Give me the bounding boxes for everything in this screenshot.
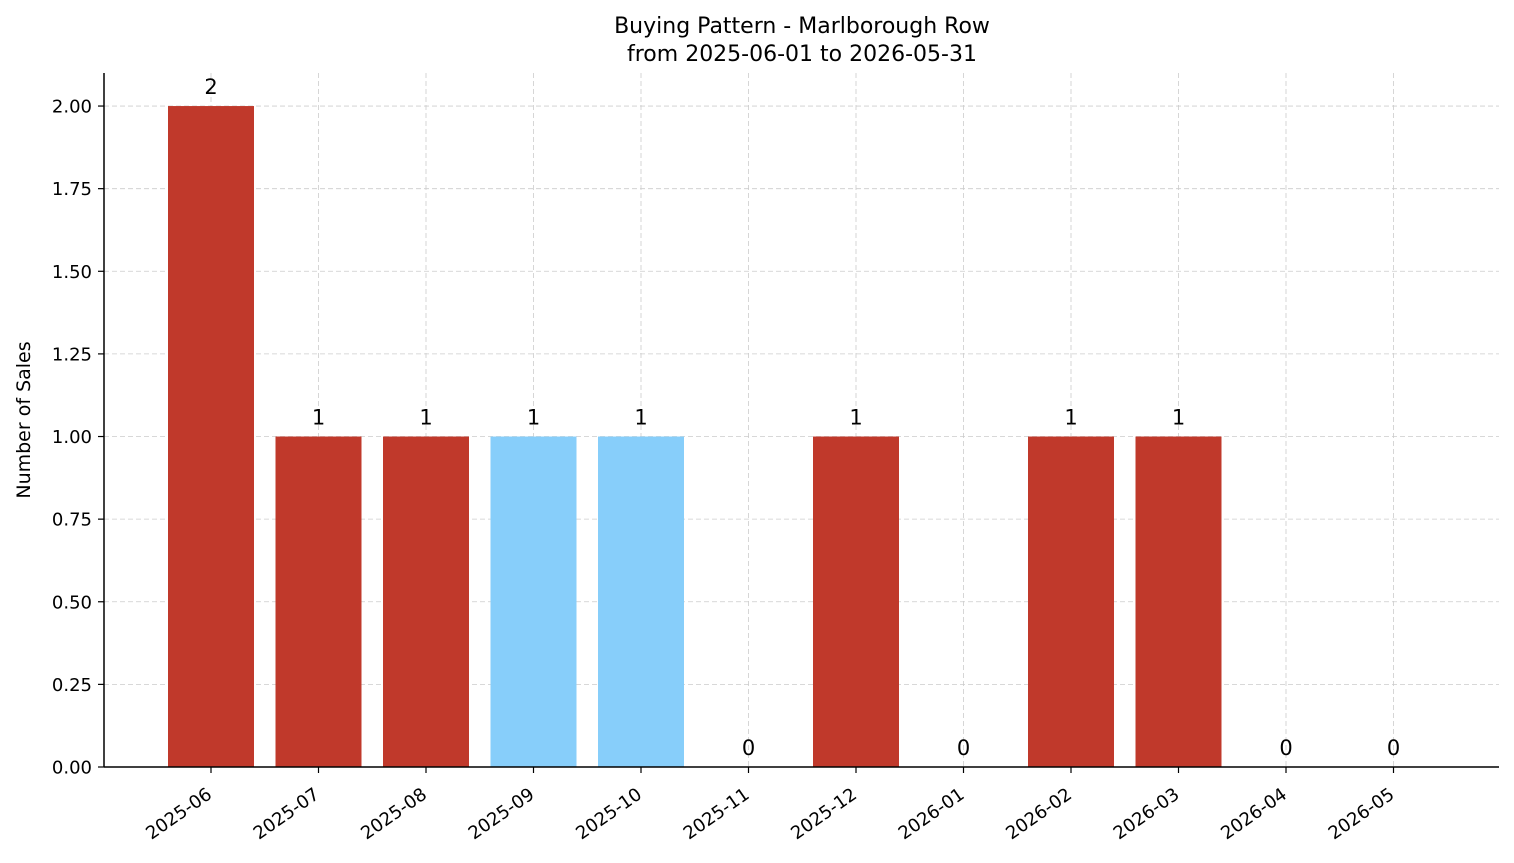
bar-2025-09 bbox=[490, 436, 577, 767]
y-tick-label: 0.75 bbox=[52, 510, 92, 531]
y-tick-label: 1.75 bbox=[52, 179, 92, 200]
x-tick-label: 2025-08 bbox=[357, 784, 431, 844]
data-label-2025-07: 1 bbox=[312, 406, 325, 430]
chart-title: Buying Pattern - Marlborough Row bbox=[614, 14, 990, 39]
bar-2026-03 bbox=[1135, 436, 1222, 767]
x-tick-label: 2026-05 bbox=[1325, 784, 1399, 844]
x-tick-label: 2025-12 bbox=[787, 784, 861, 844]
data-label-2025-12: 1 bbox=[849, 406, 862, 430]
data-label-2025-09: 1 bbox=[527, 406, 540, 430]
data-label-2026-01: 0 bbox=[957, 736, 970, 760]
y-tick-label: 0.00 bbox=[52, 758, 92, 779]
y-tick-label: 0.50 bbox=[52, 592, 92, 613]
y-tick-label: 1.25 bbox=[52, 344, 92, 365]
chart-subtitle: from 2025-06-01 to 2026-05-31 bbox=[627, 42, 977, 67]
data-label-2026-02: 1 bbox=[1064, 406, 1077, 430]
data-label-2026-03: 1 bbox=[1172, 406, 1185, 430]
bar-2025-12 bbox=[813, 436, 899, 767]
data-label-2025-08: 1 bbox=[419, 406, 432, 430]
grid bbox=[104, 73, 1499, 767]
bar-2025-08 bbox=[383, 436, 469, 767]
x-tick-label: 2025-11 bbox=[680, 784, 754, 844]
x-tick-label: 2025-07 bbox=[250, 784, 324, 844]
x-tick-label: 2025-10 bbox=[572, 784, 646, 844]
y-axis-label: Number of Sales bbox=[13, 341, 35, 498]
x-tick-label: 2025-06 bbox=[142, 784, 216, 844]
y-tick-label: 1.00 bbox=[52, 427, 92, 448]
data-label-2025-11: 0 bbox=[742, 736, 755, 760]
data-label-2026-05: 0 bbox=[1387, 736, 1400, 760]
data-label-2025-10: 1 bbox=[634, 406, 647, 430]
x-tick-label: 2025-09 bbox=[465, 784, 539, 844]
y-tick-label: 1.50 bbox=[52, 262, 92, 283]
y-axis: 0.00 0.25 0.50 0.75 1.00 1.25 1.50 1.75 2.00 bbox=[52, 73, 105, 779]
x-axis: 2025-06 2025-07 2025-08 2025-09 2025-10 2025-… bbox=[104, 766, 1499, 844]
x-tick-label: 2026-01 bbox=[895, 784, 969, 844]
y-tick-label: 2.00 bbox=[52, 97, 92, 118]
bars bbox=[168, 106, 1222, 768]
x-tick-label: 2026-02 bbox=[1002, 784, 1076, 844]
data-label-2025-06: 2 bbox=[204, 75, 217, 99]
x-tick-label: 2026-04 bbox=[1217, 784, 1291, 844]
data-label-2026-04: 0 bbox=[1279, 736, 1292, 760]
bar-2025-10 bbox=[598, 436, 684, 767]
data-labels: 2 1 1 1 1 0 1 0 1 1 0 0 bbox=[204, 75, 1400, 760]
y-tick-label: 0.25 bbox=[52, 675, 92, 696]
bar-2026-02 bbox=[1028, 436, 1114, 767]
x-tick-label: 2026-03 bbox=[1110, 784, 1184, 844]
bar-2025-07 bbox=[275, 436, 362, 767]
bar-2025-06 bbox=[168, 106, 254, 768]
